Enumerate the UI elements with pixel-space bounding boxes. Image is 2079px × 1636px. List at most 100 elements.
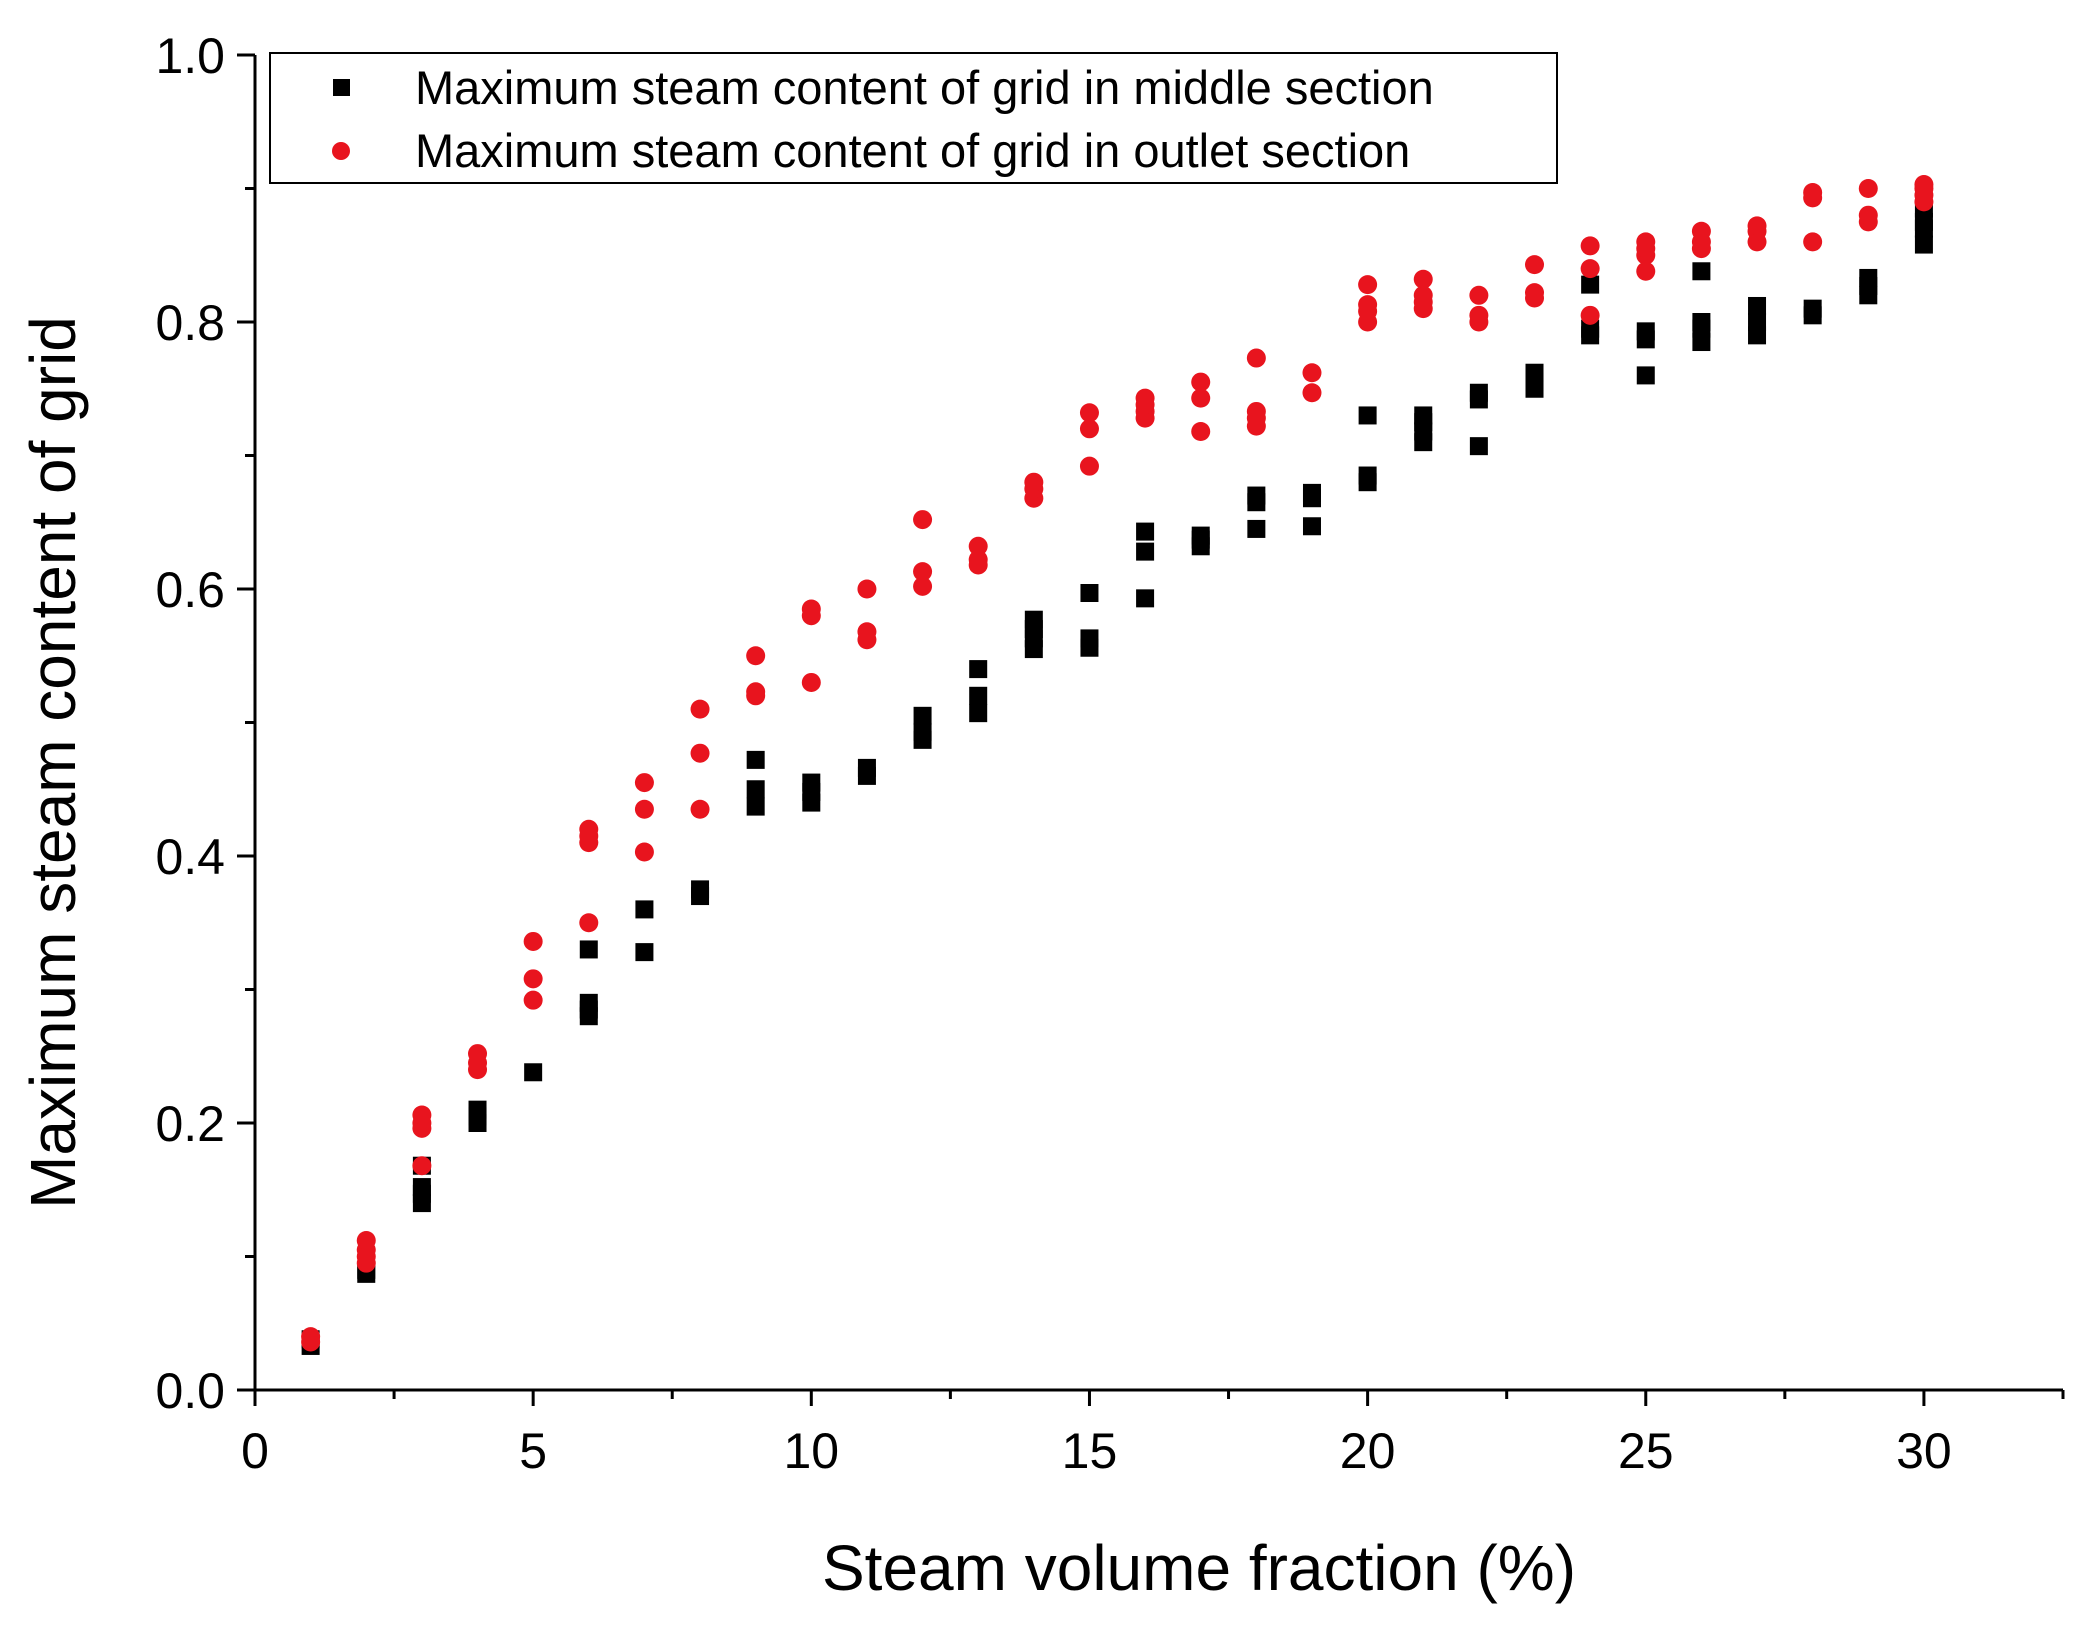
- data-point-circle: [523, 969, 543, 989]
- data-point-square: [1247, 486, 1266, 505]
- data-point-square: [1136, 589, 1155, 608]
- y-tick-label-1: 1.0: [155, 28, 225, 84]
- y-tick-label-0: 0.0: [155, 1363, 225, 1419]
- data-point-square: [1469, 437, 1488, 456]
- data-point-circle: [968, 536, 988, 556]
- series-outlet-section: [301, 174, 1934, 1352]
- data-point-square: [691, 880, 710, 899]
- data-point-circle: [1803, 183, 1823, 203]
- data-point-square: [1692, 313, 1711, 331]
- data-point-circle: [1358, 275, 1378, 295]
- legend-label-outlet-section: Maximum steam content of grid in outlet …: [415, 124, 1410, 177]
- data-point-circle: [690, 743, 710, 763]
- data-point-circle: [1914, 174, 1934, 194]
- data-point-circle: [1691, 221, 1711, 241]
- data-point-square: [746, 750, 765, 769]
- x-tick-label-0: 0: [241, 1423, 269, 1479]
- data-point-square: [1136, 522, 1155, 541]
- data-point-circle: [1580, 305, 1600, 325]
- data-point-square: [857, 758, 876, 777]
- data-point-square: [635, 943, 654, 962]
- data-point-circle: [913, 510, 933, 530]
- data-point-circle: [690, 699, 710, 719]
- data-point-circle: [1302, 363, 1322, 383]
- data-point-circle: [1413, 285, 1433, 305]
- data-point-circle: [1079, 456, 1099, 476]
- data-point-circle: [968, 550, 988, 570]
- y-tick-label-0.4: 0.4: [155, 829, 225, 885]
- data-point-square: [1191, 526, 1210, 545]
- data-point-square: [746, 780, 765, 799]
- legend-marker-middle-section: [333, 79, 350, 96]
- data-point-square: [1024, 610, 1043, 629]
- data-point-circle: [1024, 472, 1044, 492]
- data-point-square: [1358, 466, 1377, 485]
- data-point-square: [1302, 483, 1321, 502]
- data-point-circle: [746, 682, 766, 702]
- data-point-square: [1636, 366, 1655, 385]
- data-point-circle: [1580, 236, 1600, 256]
- data-point-circle: [801, 672, 821, 692]
- data-point-square: [746, 797, 765, 816]
- data-point-circle: [1803, 232, 1823, 252]
- data-points: [301, 174, 1934, 1355]
- data-point-circle: [1580, 259, 1600, 279]
- x-axis-title: Steam volume fraction (%): [822, 1532, 1576, 1604]
- x-tick-label-15: 15: [1062, 1423, 1118, 1479]
- data-point-square: [1581, 275, 1600, 294]
- data-point-square: [1358, 406, 1377, 425]
- data-point-circle: [1469, 305, 1489, 325]
- data-point-square: [1748, 296, 1767, 315]
- data-point-square: [1414, 406, 1433, 425]
- data-point-circle: [690, 799, 710, 819]
- data-point-circle: [356, 1230, 376, 1250]
- axes: [253, 55, 2063, 1392]
- data-point-square: [969, 660, 988, 679]
- data-point-square: [579, 940, 598, 959]
- data-point-circle: [523, 990, 543, 1010]
- data-point-square: [1803, 299, 1822, 318]
- data-point-circle: [1636, 232, 1656, 252]
- x-tick-label-5: 5: [519, 1423, 547, 1479]
- data-point-circle: [1525, 255, 1545, 275]
- data-point-circle: [1246, 401, 1266, 421]
- data-point-circle: [1469, 285, 1489, 305]
- data-point-square: [524, 1063, 543, 1082]
- data-point-circle: [1858, 179, 1878, 198]
- data-point-circle: [1358, 295, 1378, 315]
- data-point-circle: [801, 599, 821, 619]
- data-point-circle: [1525, 283, 1545, 303]
- data-point-square: [1692, 262, 1711, 281]
- data-point-square: [1581, 319, 1600, 338]
- x-tick-label-30: 30: [1896, 1423, 1952, 1479]
- data-point-circle: [579, 913, 599, 933]
- data-point-circle: [1191, 421, 1211, 441]
- data-point-square: [1136, 542, 1155, 561]
- data-point-square: [412, 1178, 431, 1197]
- data-point-circle: [857, 579, 877, 599]
- data-point-circle: [634, 773, 654, 793]
- data-point-square: [1636, 322, 1655, 341]
- data-point-circle: [1191, 372, 1211, 392]
- data-point-square: [1247, 519, 1266, 538]
- data-point-square: [468, 1100, 487, 1119]
- data-point-circle: [301, 1327, 321, 1347]
- y-tick-label-0.6: 0.6: [155, 562, 225, 618]
- data-point-circle: [634, 842, 654, 862]
- data-point-circle: [1135, 388, 1155, 408]
- data-point-square: [802, 773, 821, 792]
- legend-label-middle-section: Maximum steam content of grid in middle …: [415, 61, 1434, 114]
- data-point-square: [969, 686, 988, 705]
- data-point-circle: [412, 1156, 432, 1176]
- x-tick-label-25: 25: [1618, 1423, 1674, 1479]
- legend-box: [269, 52, 1558, 184]
- x-tick-label-20: 20: [1340, 1423, 1396, 1479]
- data-point-circle: [1302, 383, 1322, 403]
- data-point-circle: [857, 622, 877, 642]
- data-point-circle: [1858, 205, 1878, 225]
- data-point-square: [1080, 629, 1099, 648]
- data-point-circle: [412, 1105, 432, 1125]
- data-point-circle: [579, 819, 599, 839]
- data-point-circle: [1079, 403, 1099, 423]
- data-point-square: [1525, 363, 1544, 382]
